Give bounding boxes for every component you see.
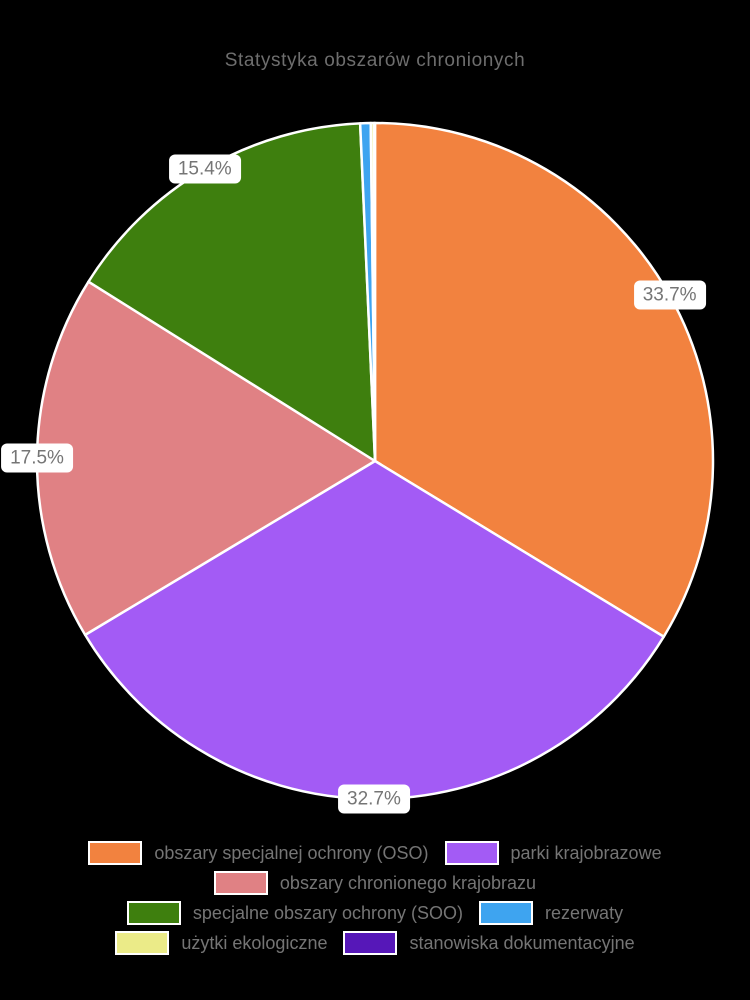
legend-item-6[interactable]: użytki ekologiczne — [115, 931, 327, 955]
legend-item-1[interactable]: obszary specjalnej ochrony (OSO) — [88, 841, 429, 865]
percent-label-slice-4: 15.4% — [168, 154, 241, 184]
legend-label-6: użytki ekologiczne — [181, 932, 328, 953]
legend-swatch-2 — [444, 841, 499, 865]
legend-swatch-1 — [88, 841, 143, 865]
legend-item-7[interactable]: stanowiska dokumentacyjne — [343, 931, 635, 955]
legend-item-4[interactable]: specjalne obszary ochrony (SOO) — [126, 901, 464, 925]
chart-title: Statystyka obszarów chronionych — [224, 50, 526, 71]
legend-label-3: obszary chronionego krajobrazu — [279, 872, 537, 893]
legend-item-2[interactable]: parki krajobrazowe — [444, 841, 662, 865]
legend-item-3[interactable]: obszary chronionego krajobrazu — [213, 871, 537, 895]
percent-label-slice-2: 32.7% — [338, 784, 410, 814]
legend-label-7: stanowiska dokumentacyjne — [409, 932, 635, 953]
legend-label-2: parki krajobrazowe — [510, 842, 662, 863]
legend-swatch-6 — [115, 931, 170, 955]
legend-label-1: obszary specjalnej ochrony (OSO) — [154, 842, 429, 863]
pie-slice-7[interactable] — [372, 121, 377, 463]
legend-swatch-7 — [343, 931, 398, 955]
legend-swatch-4 — [126, 901, 181, 925]
percent-label-slice-1: 33.7% — [633, 280, 706, 310]
percent-label-slice-3: 17.5% — [1, 443, 73, 473]
legend-swatch-3 — [213, 871, 268, 895]
legend-label-5: rezerwaty — [545, 902, 624, 923]
chart-legend: obszary specjalnej ochrony (OSO) parki kr… — [65, 841, 685, 955]
legend-item-5[interactable]: rezerwaty — [479, 901, 623, 925]
legend-swatch-5 — [479, 901, 534, 925]
legend-label-4: specjalne obszary ochrony (SOO) — [192, 902, 464, 923]
